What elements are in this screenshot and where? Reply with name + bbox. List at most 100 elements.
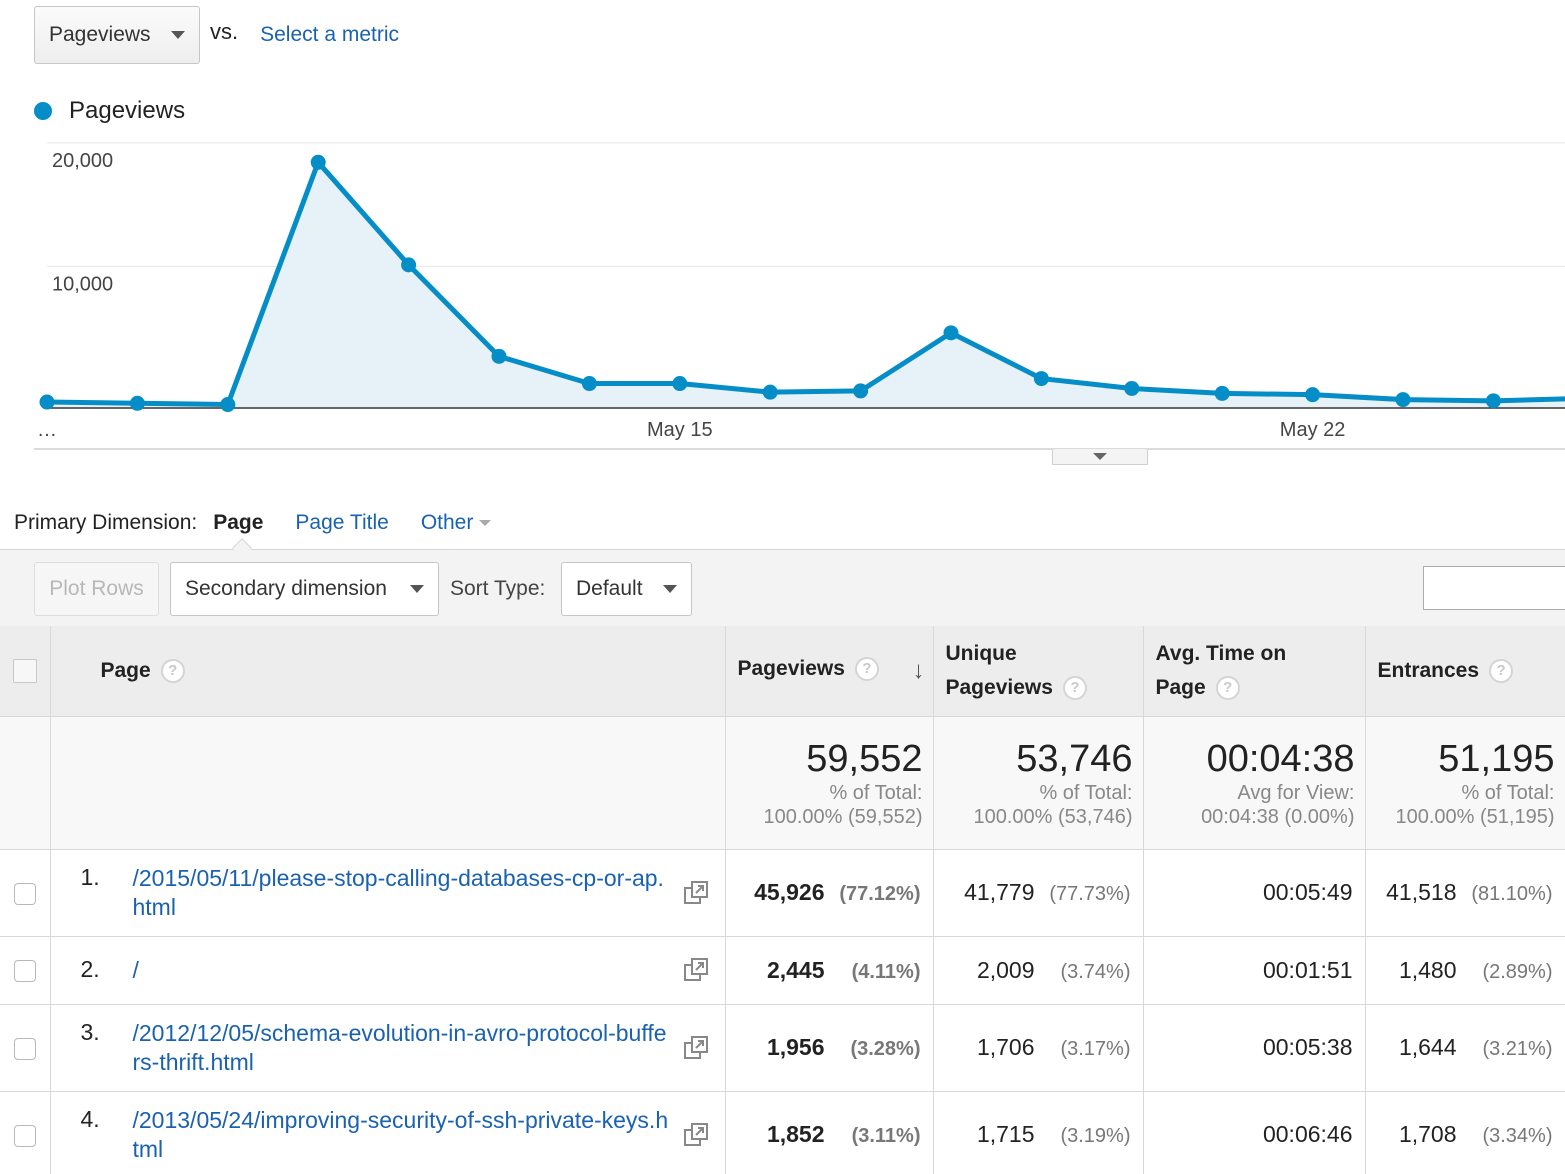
row-checkbox[interactable] xyxy=(13,1037,36,1060)
page-cell: 4. /2013/05/24/improving-security-of-ssh-… xyxy=(50,1091,726,1174)
help-icon[interactable]: ? xyxy=(1062,676,1087,701)
cell-percent: (4.11%) xyxy=(851,960,921,983)
row-select-cell xyxy=(0,1004,51,1092)
data-point xyxy=(401,257,417,273)
column-header-pageviews[interactable]: Pageviews? ↓ xyxy=(725,626,934,717)
cell-value: 1,706 xyxy=(976,1034,1035,1060)
cell-value: 00:05:49 xyxy=(1262,879,1353,905)
dimension-option-other[interactable]: Other xyxy=(421,511,492,535)
pageviews-cell: 45,926 (77.12%) xyxy=(725,849,934,937)
series-area-pageviews xyxy=(47,162,1565,407)
dimension-option-page[interactable]: Page xyxy=(213,511,264,534)
cell-percent: (2.89%) xyxy=(1482,960,1553,983)
total-label: % of Total: xyxy=(829,781,923,804)
data-point xyxy=(491,348,507,364)
totals-empty-cell xyxy=(50,716,726,850)
caret-down-icon xyxy=(410,585,424,593)
row-checkbox[interactable] xyxy=(13,1124,36,1147)
data-point xyxy=(1395,392,1411,408)
cell-value: 00:06:46 xyxy=(1262,1121,1353,1147)
table-row: 3. /2012/12/05/schema-evolution-in-avro-p… xyxy=(0,1004,1565,1092)
data-point xyxy=(762,384,778,400)
data-point xyxy=(672,376,688,392)
cell-percent: (3.34%) xyxy=(1482,1125,1553,1147)
data-point xyxy=(943,325,959,341)
row-select-cell xyxy=(0,936,51,1005)
x-tick-label: May 15 xyxy=(647,419,713,441)
help-icon[interactable]: ? xyxy=(854,657,879,682)
page-cell: 3. /2012/12/05/schema-evolution-in-avro-p… xyxy=(50,1004,726,1092)
column-header-unique-pageviews[interactable]: Unique Pageviews? xyxy=(933,626,1144,717)
total-pageviews: 59,552 % of Total: 100.00% (59,552) xyxy=(725,716,934,850)
table-search-input[interactable] xyxy=(1423,566,1565,610)
caret-down-icon xyxy=(1093,453,1107,460)
sort-type-dropdown[interactable]: Default xyxy=(561,562,692,616)
unique-pageviews-cell: 1,706 (3.17%) xyxy=(933,1004,1144,1092)
table-row: 1. /2015/05/11/please-stop-calling-databa… xyxy=(0,849,1565,937)
select-all-checkbox[interactable] xyxy=(12,658,37,683)
open-in-new-window-icon[interactable] xyxy=(683,880,709,906)
caret-down-icon xyxy=(663,585,677,593)
column-header-entrances[interactable]: Entrances? xyxy=(1365,626,1565,717)
column-header-avg-time[interactable]: Avg. Time on Page? xyxy=(1143,626,1366,717)
dimension-option-page-title[interactable]: Page Title xyxy=(295,511,389,534)
column-header-avgtime-line1: Avg. Time on xyxy=(1155,641,1287,665)
select-all-cell xyxy=(0,626,51,717)
metric-dropdown-label: Pageviews xyxy=(49,23,151,46)
chart-collapse-handle[interactable] xyxy=(1052,449,1148,465)
x-tick-label: May 22 xyxy=(1280,419,1346,441)
row-number: 1. xyxy=(80,863,100,890)
total-label: % of Total: xyxy=(1461,781,1555,804)
total-value: 53,746 xyxy=(1016,737,1133,780)
unique-pageviews-cell: 1,715 (3.19%) xyxy=(933,1091,1144,1174)
open-in-new-window-icon[interactable] xyxy=(683,1035,709,1061)
help-icon[interactable]: ? xyxy=(160,658,185,683)
total-avg-time: 00:04:38 Avg for View: 00:04:38 (0.00%) xyxy=(1143,716,1366,850)
help-icon[interactable]: ? xyxy=(1489,658,1514,683)
total-label: % of Total: xyxy=(1039,781,1133,804)
series-line-pageviews xyxy=(46,159,1565,408)
caret-down-icon xyxy=(171,31,185,39)
primary-dimension-bar: Primary Dimension: Page Page Title Other xyxy=(14,508,492,538)
sort-descending-icon[interactable]: ↓ xyxy=(912,656,925,684)
page-link[interactable]: / xyxy=(132,956,139,983)
cell-value: 1,708 xyxy=(1398,1121,1457,1147)
entrances-cell: 1,644 (3.21%) xyxy=(1365,1004,1565,1092)
cell-value: 1,715 xyxy=(976,1121,1035,1147)
total-detail: 00:04:38 (0.00%) xyxy=(1201,805,1355,828)
total-label: Avg for View: xyxy=(1237,781,1355,804)
totals-row: 59,552 % of Total: 100.00% (59,552) 53,7… xyxy=(0,716,1565,850)
row-checkbox[interactable] xyxy=(13,882,36,905)
avg-time-cell: 00:05:38 xyxy=(1143,1004,1366,1092)
page-link[interactable]: /2012/12/05/schema-evolution-in-avro-pro… xyxy=(132,1019,667,1075)
column-header-page[interactable]: Page? xyxy=(50,626,726,717)
page-link[interactable]: /2015/05/11/please-stop-calling-database… xyxy=(132,864,664,920)
data-point xyxy=(310,154,326,170)
data-point xyxy=(39,394,55,410)
cell-percent: (3.11%) xyxy=(851,1125,921,1147)
cell-value: 41,779 xyxy=(964,879,1035,905)
open-in-new-window-icon[interactable] xyxy=(683,1122,709,1148)
column-header-page-label: Page xyxy=(100,658,151,682)
chart-legend: Pageviews xyxy=(34,97,185,125)
total-value: 00:04:38 xyxy=(1206,737,1355,780)
cell-percent: (3.19%) xyxy=(1060,1125,1131,1147)
cell-percent: (81.10%) xyxy=(1471,883,1553,905)
cell-percent: (77.73%) xyxy=(1049,883,1131,905)
data-point xyxy=(1485,393,1501,409)
metric-dropdown[interactable]: Pageviews xyxy=(34,6,200,64)
row-checkbox[interactable] xyxy=(13,960,36,983)
cell-value: 00:05:38 xyxy=(1262,1034,1353,1060)
help-icon[interactable]: ? xyxy=(1215,676,1240,701)
total-detail: 100.00% (53,746) xyxy=(973,805,1133,828)
total-value: 51,195 xyxy=(1438,737,1555,780)
secondary-dimension-dropdown[interactable]: Secondary dimension xyxy=(170,562,439,616)
unique-pageviews-cell: 2,009 (3.74%) xyxy=(933,936,1144,1005)
metric-selector-row: Pageviews vs. Select a metric xyxy=(34,6,399,64)
open-in-new-window-icon[interactable] xyxy=(683,957,709,983)
select-metric-link[interactable]: Select a metric xyxy=(260,23,400,46)
page-link[interactable]: /2013/05/24/improving-security-of-ssh-pr… xyxy=(132,1106,669,1162)
total-detail: 100.00% (59,552) xyxy=(763,805,923,828)
plot-rows-button[interactable]: Plot Rows xyxy=(34,562,159,616)
sort-type-value: Default xyxy=(576,577,643,600)
